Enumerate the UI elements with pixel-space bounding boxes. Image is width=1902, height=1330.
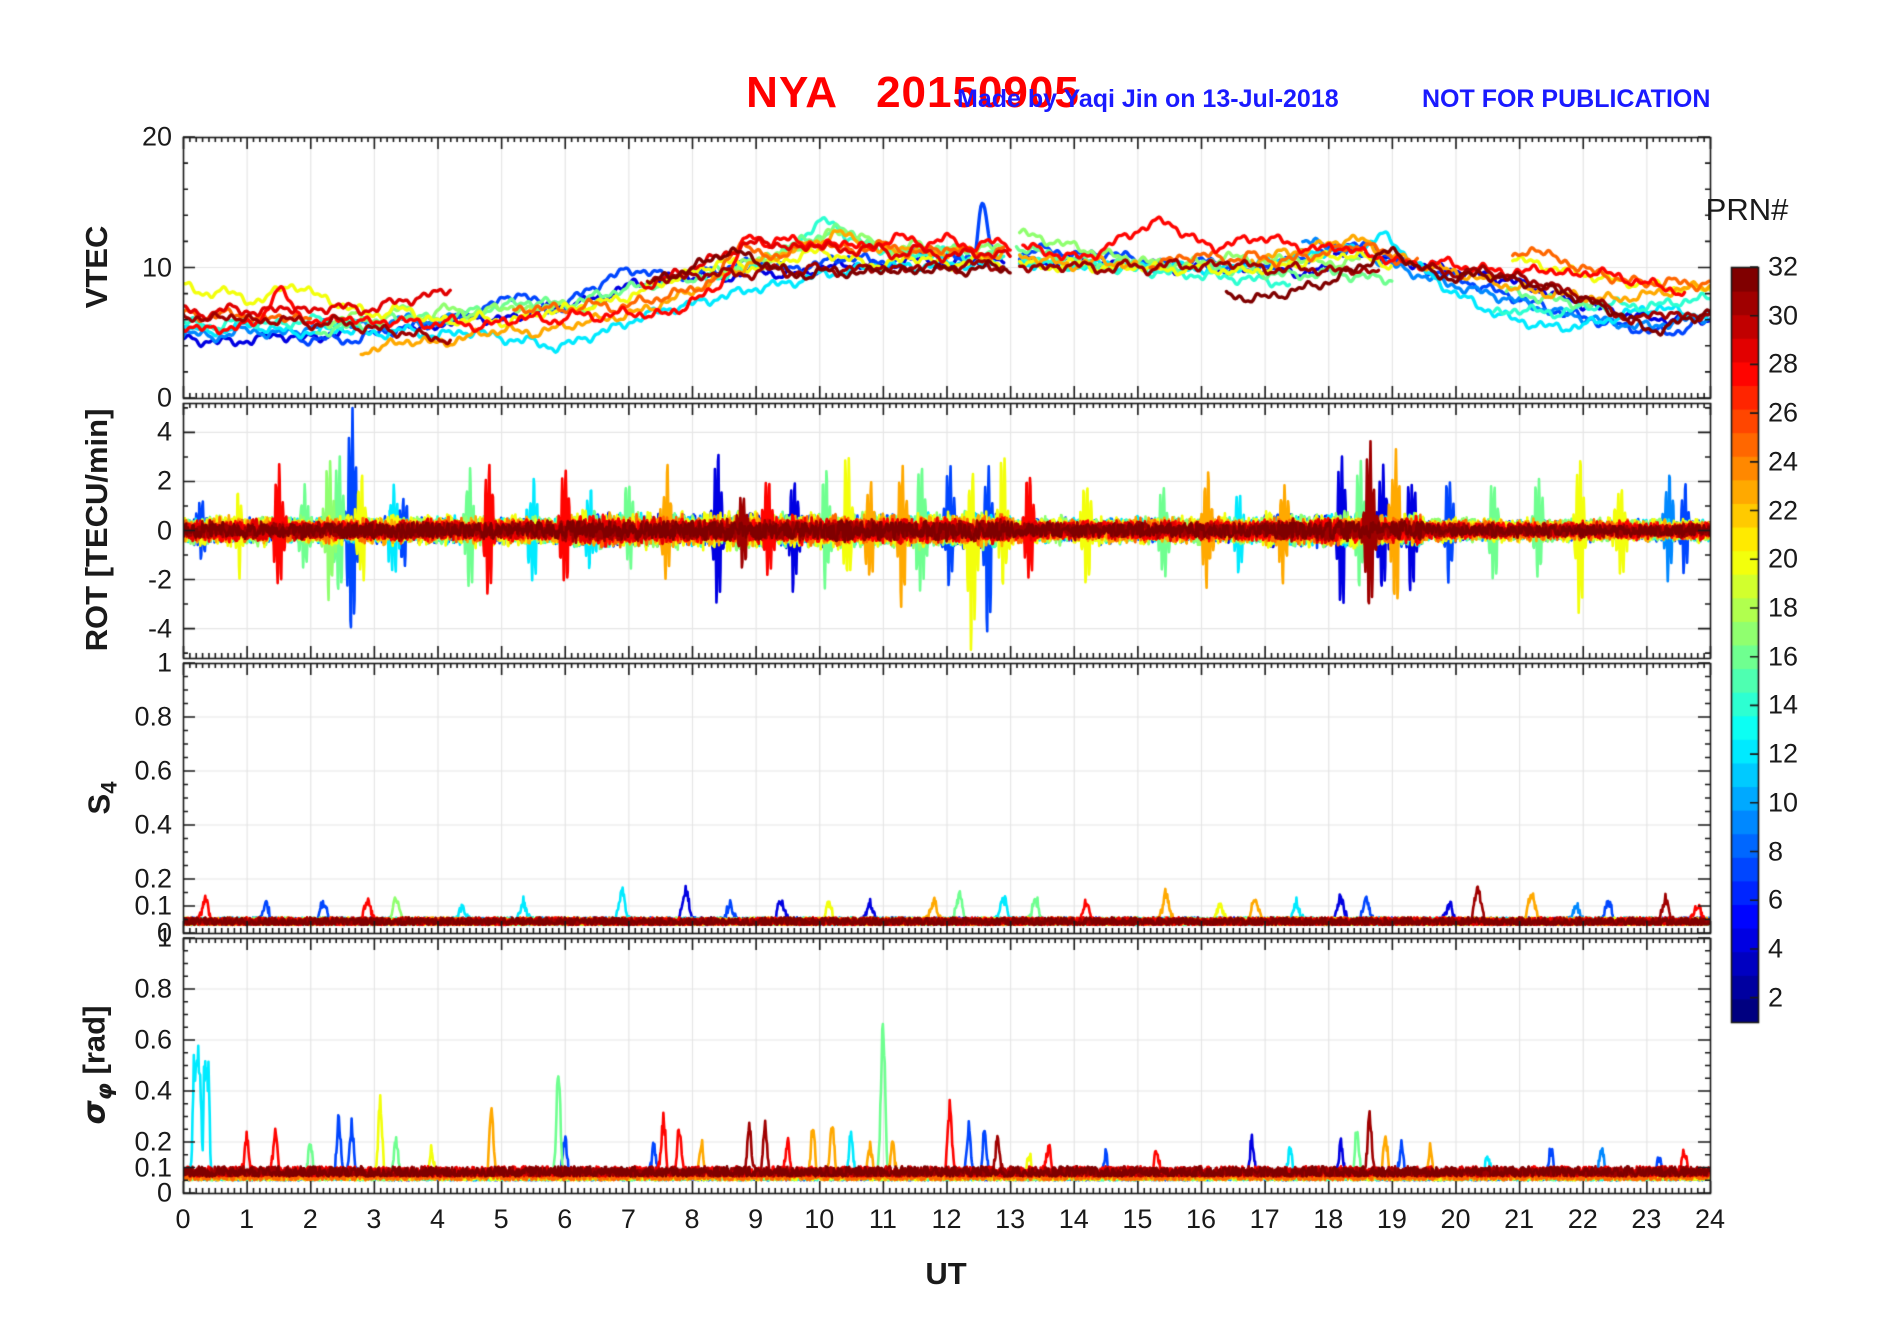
y-tick-label: 0 xyxy=(156,917,172,948)
ylabel-vtec: VTEC xyxy=(79,225,114,309)
x-tick-label: 1 xyxy=(239,1204,255,1234)
colorbar-tick-label: 14 xyxy=(1768,689,1799,720)
y-tick-label: 0 xyxy=(156,382,172,413)
annotation-credit: Made by Yaqi Jin on 13-Jul-2018 xyxy=(957,85,1339,113)
x-tick-label: 2 xyxy=(302,1204,318,1234)
colorbar-tick-label: 20 xyxy=(1768,543,1799,574)
x-tick-label: 24 xyxy=(1694,1204,1726,1234)
x-tick-label: 5 xyxy=(493,1204,509,1234)
y-tick-label: 1 xyxy=(156,647,172,678)
x-tick-label: 3 xyxy=(366,1204,382,1234)
x-tick-label: 13 xyxy=(995,1204,1026,1234)
x-tick-label: 14 xyxy=(1058,1204,1089,1234)
x-tick-label: 11 xyxy=(868,1204,897,1234)
colorbar-tick-label: 30 xyxy=(1768,300,1799,331)
x-tick-label: 10 xyxy=(804,1204,835,1234)
colorbar-title: PRN# xyxy=(1705,192,1789,227)
colorbar-tick-label: 8 xyxy=(1768,836,1784,867)
ylabel-s4-sub: 4 xyxy=(96,781,122,794)
y-tick-label: 20 xyxy=(141,121,172,152)
colorbar-tick-label: 6 xyxy=(1768,884,1784,915)
y-tick-label: 0.6 xyxy=(134,755,172,786)
colorbar-tick-label: 18 xyxy=(1768,592,1799,623)
y-tick-label: 0.2 xyxy=(134,1126,172,1157)
y-tick-label: -4 xyxy=(147,613,172,644)
colorbar-tick-label: 10 xyxy=(1768,787,1799,818)
x-tick-label: 6 xyxy=(557,1204,573,1234)
x-tick-label: 4 xyxy=(429,1204,446,1234)
y-tick-label: 0.8 xyxy=(134,973,172,1004)
y-tick-label: 0.4 xyxy=(134,809,172,840)
ylabel-s4: S4 xyxy=(81,781,122,815)
x-tick-label: 22 xyxy=(1567,1204,1598,1234)
y-tick-label: 10 xyxy=(141,252,172,282)
x-tick-label: 15 xyxy=(1122,1204,1153,1234)
x-tick-label: 7 xyxy=(620,1204,636,1234)
x-tick-label: 20 xyxy=(1440,1204,1471,1234)
colorbar-tick-label: 24 xyxy=(1768,446,1799,477)
y-tick-label: 4 xyxy=(156,416,172,447)
x-tick-label: 19 xyxy=(1376,1204,1407,1234)
y-tick-label: 0.8 xyxy=(134,701,172,732)
x-tick-label: 16 xyxy=(1185,1204,1217,1234)
x-tick-label: 17 xyxy=(1249,1204,1280,1234)
page-title: NYA 20150905 xyxy=(746,68,1080,117)
x-tick-label: 21 xyxy=(1504,1204,1535,1234)
y-tick-label: 0.1 xyxy=(134,890,172,921)
x-tick-label: 23 xyxy=(1631,1204,1662,1234)
annotation-notice: NOT FOR PUBLICATION xyxy=(1422,85,1711,113)
ylabel-sigma-phi: σφ [rad] xyxy=(76,1005,118,1125)
colorbar-tick-label: 22 xyxy=(1768,495,1799,526)
colorbar-tick-label: 26 xyxy=(1768,397,1799,428)
y-tick-label: 0 xyxy=(156,515,172,545)
colorbar-tick-label: 12 xyxy=(1768,738,1799,769)
y-tick-label: 0.6 xyxy=(134,1024,172,1055)
colorbar-tick-label: 4 xyxy=(1768,933,1784,964)
y-tick-label: 0.4 xyxy=(134,1075,172,1106)
colorbar-tick-label: 32 xyxy=(1768,251,1799,282)
ylabel-rot: ROT [TECU/min] xyxy=(79,408,114,652)
x-tick-label: 18 xyxy=(1313,1204,1344,1234)
x-tick-label: 12 xyxy=(931,1204,962,1234)
x-tick-label: 9 xyxy=(748,1204,764,1234)
y-tick-label: 0.2 xyxy=(134,863,172,894)
y-tick-label: -2 xyxy=(147,564,172,595)
y-tick-label: 1 xyxy=(156,922,172,953)
phi-glyph: φ xyxy=(92,1083,118,1101)
xlabel-ut: UT xyxy=(925,1256,967,1291)
colorbar-tick-label: 16 xyxy=(1768,641,1799,672)
y-tick-label: 0.1 xyxy=(134,1152,172,1182)
x-tick-label: 8 xyxy=(684,1204,700,1234)
y-tick-label: 0 xyxy=(156,1177,172,1208)
colorbar-tick-label: 28 xyxy=(1768,348,1799,379)
colorbar-tick-label: 2 xyxy=(1768,982,1784,1013)
x-tick-label: 0 xyxy=(175,1204,191,1234)
y-tick-label: 2 xyxy=(156,465,172,496)
sigma-glyph: σ xyxy=(76,1100,113,1125)
